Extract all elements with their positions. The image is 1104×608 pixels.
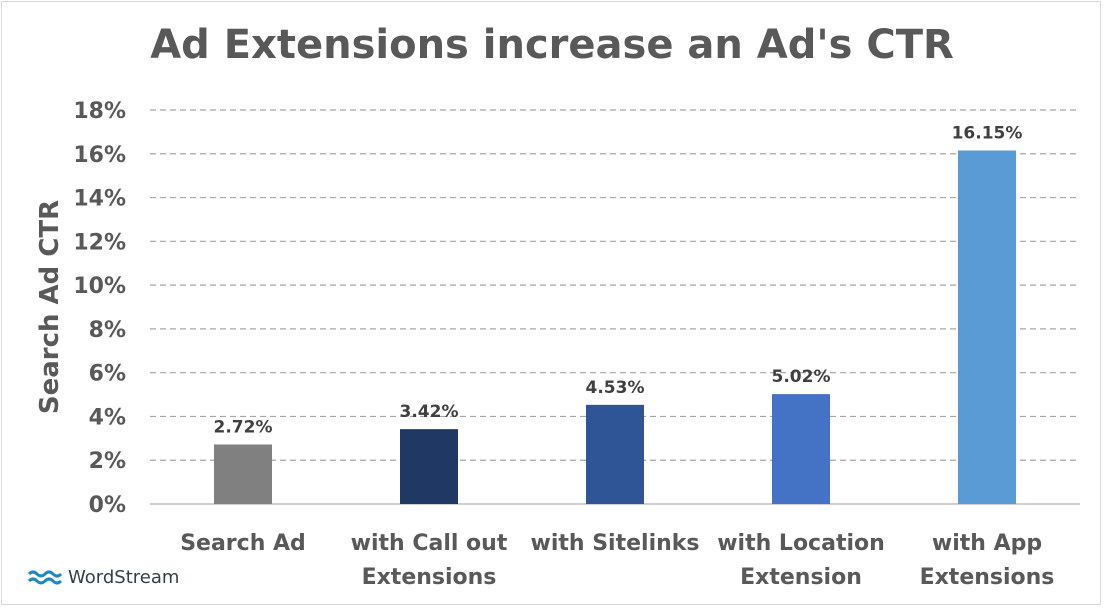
category-label: with App [932, 531, 1042, 556]
category-label: Extension [740, 565, 862, 590]
bar [772, 394, 830, 504]
y-tick-label: 4% [89, 405, 126, 430]
y-tick-label: 12% [73, 230, 126, 255]
chart-title: Ad Extensions increase an Ad's CTR [150, 22, 954, 68]
y-tick-label: 14% [73, 187, 126, 212]
y-tick-label: 2% [89, 449, 126, 474]
y-tick-label: 0% [89, 493, 126, 518]
y-tick-label: 18% [73, 99, 126, 124]
category-label: Extensions [920, 565, 1055, 590]
bar [214, 444, 272, 504]
bars [214, 150, 1016, 504]
data-label: 3.42% [400, 402, 459, 422]
logo-text: WordStream [68, 566, 180, 588]
data-label: 2.72% [214, 417, 273, 437]
data-label: 4.53% [586, 378, 645, 398]
y-tick-label: 8% [89, 318, 126, 343]
data-label: 5.02% [772, 367, 831, 387]
category-label: with Sitelinks [531, 531, 700, 556]
category-label: Search Ad [180, 531, 306, 556]
y-tick-label: 16% [73, 143, 126, 168]
wordstream-logo: WordStream [28, 566, 179, 588]
category-label: Extensions [362, 565, 497, 590]
bar [400, 429, 458, 504]
category-label: with Call out [351, 531, 508, 556]
y-tick-label: 10% [73, 274, 126, 299]
wave-icon [28, 570, 62, 585]
category-label: with Location [717, 531, 885, 556]
y-axis-label: Search Ad CTR [35, 200, 65, 414]
bar [586, 404, 644, 504]
labels: 0% 2% 4% 6% 8% 10% 12% 14% 16% 18% 2.72% Search Ad 3… [73, 99, 1054, 590]
y-tick-label: 6% [89, 362, 126, 387]
data-label: 16.15% [952, 123, 1023, 143]
bar [958, 150, 1016, 504]
